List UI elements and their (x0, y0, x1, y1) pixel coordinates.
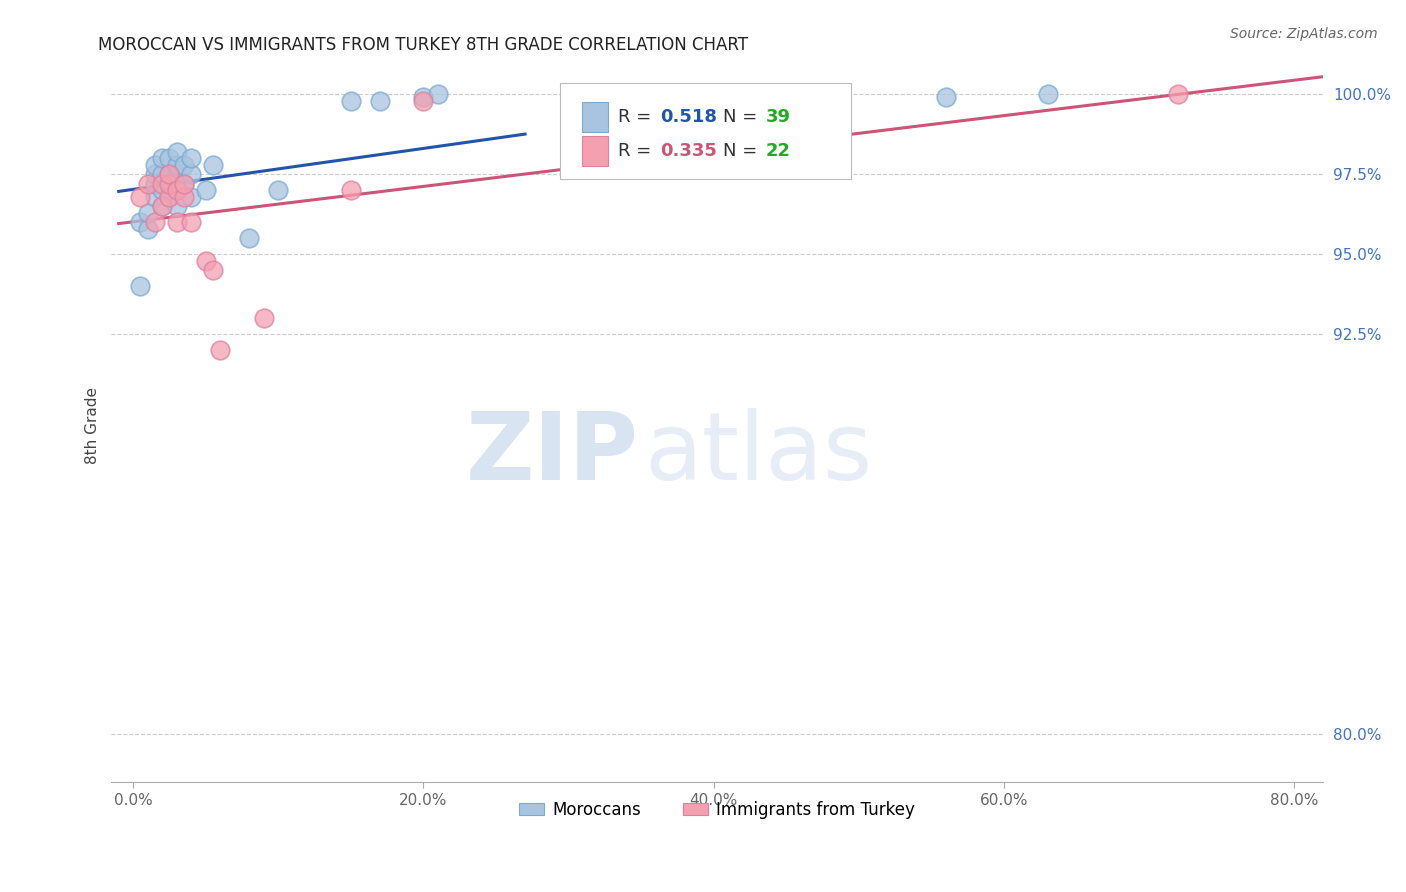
Point (159, 189, 181, 203)
Text: atlas: atlas (644, 408, 873, 500)
Point (150, 177, 173, 191)
Point (1036, 87, 1059, 102)
Point (166, 157, 188, 171)
Legend: Moroccans, Immigrants from Turkey: Moroccans, Immigrants from Turkey (513, 794, 922, 825)
Text: 0.335: 0.335 (661, 142, 717, 160)
Point (129, 279, 152, 293)
Point (426, 87, 449, 102)
FancyBboxPatch shape (582, 136, 609, 166)
Point (129, 215, 152, 229)
Point (412, 94, 434, 108)
Point (166, 183, 188, 197)
Point (150, 199, 173, 213)
Point (166, 183, 188, 197)
Point (180, 167, 202, 181)
Point (150, 167, 173, 181)
Point (173, 157, 195, 171)
Point (180, 151, 202, 165)
Point (340, 183, 363, 197)
FancyBboxPatch shape (560, 83, 851, 179)
Point (136, 221, 159, 235)
Point (166, 167, 188, 181)
Point (1167, 87, 1189, 102)
Point (159, 177, 181, 191)
Point (159, 177, 181, 191)
Point (180, 215, 202, 229)
Point (166, 215, 188, 229)
Point (180, 189, 202, 203)
Text: 22: 22 (766, 142, 790, 160)
Text: Source: ZipAtlas.com: Source: ZipAtlas.com (1230, 27, 1378, 41)
Text: R =: R = (619, 108, 657, 126)
Point (143, 177, 166, 191)
Point (143, 189, 166, 203)
Text: 0.518: 0.518 (661, 108, 717, 126)
Point (209, 343, 232, 358)
Point (143, 167, 166, 181)
Point (136, 177, 159, 191)
Point (267, 183, 290, 197)
Point (143, 215, 166, 229)
Text: MOROCCAN VS IMMIGRANTS FROM TURKEY 8TH GRADE CORRELATION CHART: MOROCCAN VS IMMIGRANTS FROM TURKEY 8TH G… (98, 36, 748, 54)
Point (412, 90, 434, 104)
Point (159, 167, 181, 181)
Text: ZIP: ZIP (465, 408, 638, 500)
Point (159, 151, 181, 165)
Point (136, 205, 159, 219)
Point (150, 199, 173, 213)
Text: 39: 39 (766, 108, 790, 126)
Point (238, 231, 260, 245)
Point (194, 183, 217, 197)
Point (173, 177, 195, 191)
Point (201, 157, 224, 171)
Y-axis label: 8th Grade: 8th Grade (86, 387, 100, 464)
Point (166, 199, 188, 213)
Point (935, 90, 957, 104)
Point (150, 151, 173, 165)
Point (340, 94, 363, 108)
Point (159, 167, 181, 181)
FancyBboxPatch shape (582, 102, 609, 132)
Point (173, 189, 195, 203)
Point (201, 263, 224, 277)
Point (166, 145, 188, 159)
Point (253, 311, 276, 326)
Point (150, 183, 173, 197)
Point (159, 189, 181, 203)
Point (143, 157, 166, 171)
Text: N =: N = (724, 142, 763, 160)
Point (173, 177, 195, 191)
Text: R =: R = (619, 142, 657, 160)
Point (194, 253, 217, 268)
Text: N =: N = (724, 108, 763, 126)
Point (129, 189, 152, 203)
Point (368, 94, 391, 108)
